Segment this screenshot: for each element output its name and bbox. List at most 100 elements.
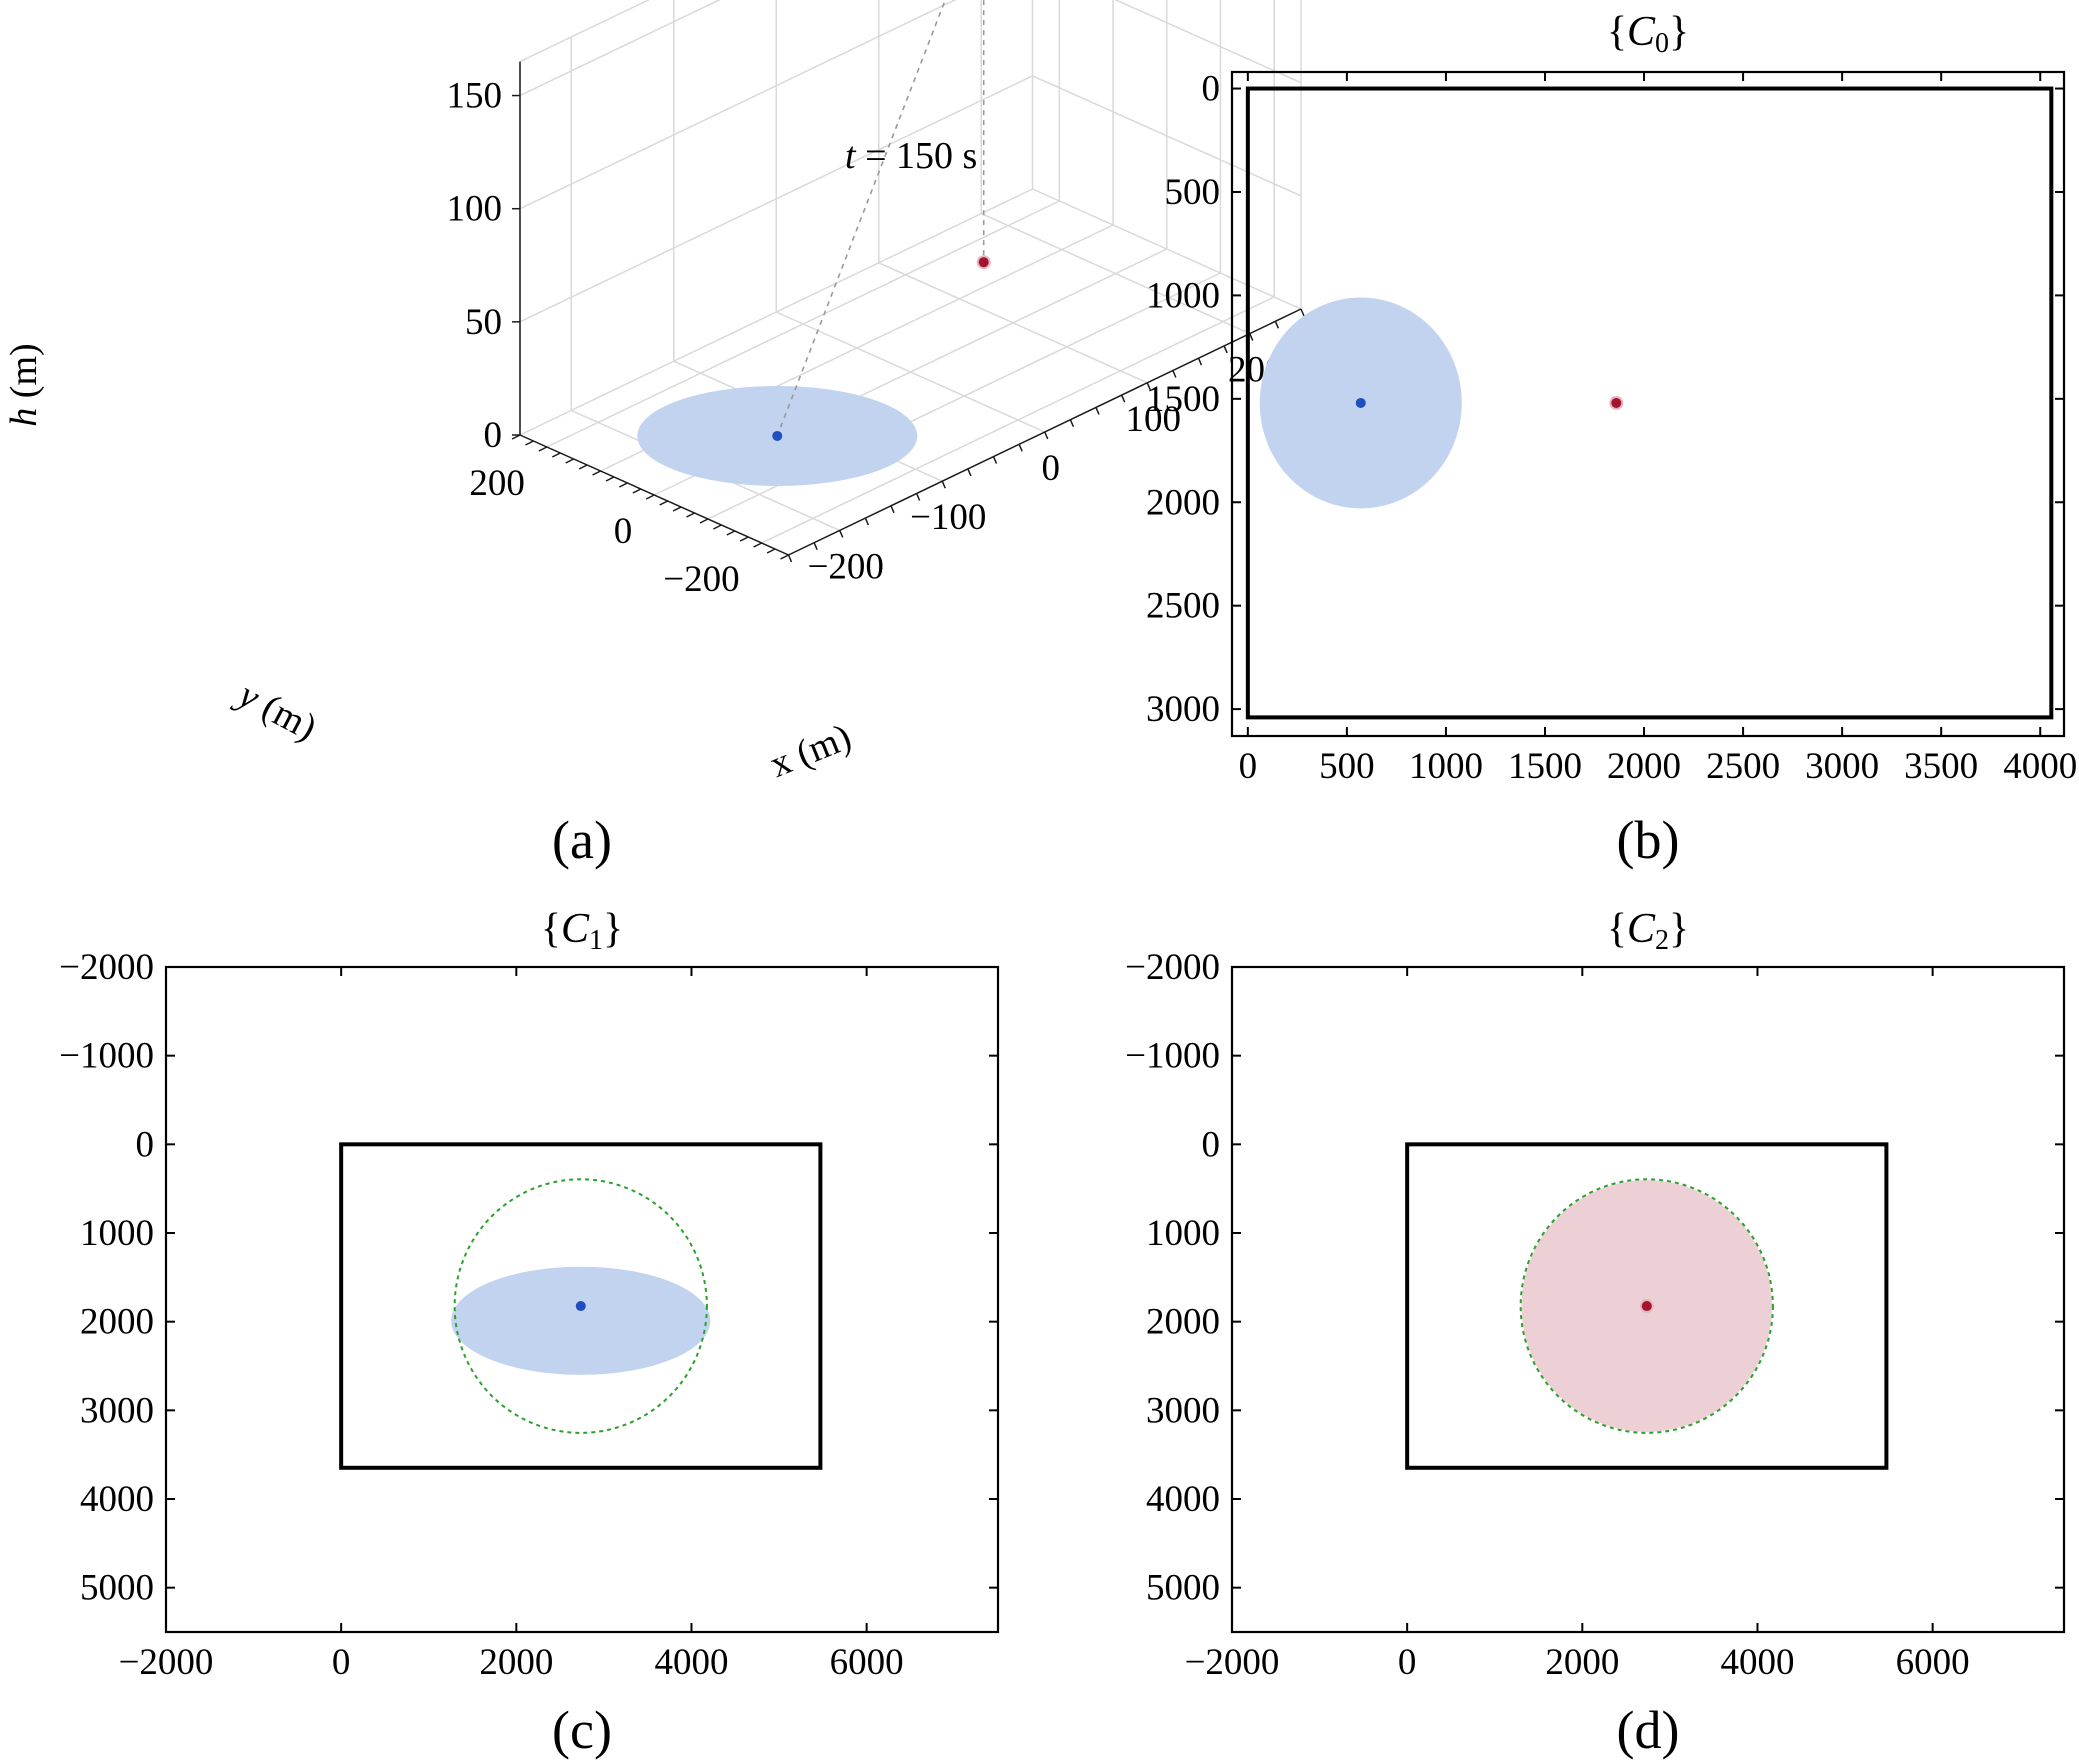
panel-a-y-minor-tick-50 — [619, 482, 628, 488]
panel-b-ytick-label-4: 2000 — [1146, 482, 1220, 523]
panel-b-ytick-label-3: 1500 — [1146, 379, 1220, 420]
panel-b-xtick-label-2: 1000 — [1409, 746, 1483, 787]
panel-a-y-minor-tick-150 — [565, 458, 575, 464]
panel-a-backwall-grid-z-1 — [519, 75, 1033, 323]
panel-d-xtick-label-3: 4000 — [1720, 1642, 1794, 1683]
panel-d-title: {C2} — [1607, 906, 1689, 956]
panel-a-y-minor-tick-125 — [578, 464, 588, 470]
panel-a-y-minor-tick--125 — [713, 524, 722, 530]
panel-a-z-axis-label: h (m) — [3, 343, 45, 426]
panel-d-ytick-label-3: 1000 — [1146, 1213, 1220, 1254]
panel-a-x-tick-label-2: 0 — [1042, 448, 1061, 489]
panel-b-plot: {C0} 0 500 1000 1500 2000 2500 3000 3500 4000 0 50… — [1146, 9, 2077, 870]
panel-a-y-minor-tick-25 — [632, 488, 642, 494]
panel-a-y-minor-tick--225 — [766, 548, 776, 554]
panel-a-x-minor-tick-25 — [1069, 419, 1075, 427]
panel-a-x-minor-tick--125 — [915, 493, 921, 501]
panel-d-xtick-label-0: −2000 — [1185, 1642, 1280, 1683]
panel-a-axes — [511, 61, 1305, 563]
panel-a-backwall-grid-z-2 — [519, 0, 957, 210]
panel-d-dashed-circle — [1519, 1178, 1774, 1434]
panel-a-y-minor-tick-75 — [605, 476, 615, 482]
panel-b-ytick-label-1: 500 — [1165, 172, 1221, 213]
panel-b-xtick-label-0: 0 — [1239, 746, 1258, 787]
panel-a-x-minor-tick-100 — [1146, 382, 1151, 391]
panel-c-ytick-label-3: 1000 — [80, 1213, 154, 1254]
panel-b-xtick-label-4: 2000 — [1607, 746, 1681, 787]
panel-d-plot: {C2} −2000 0 2000 4000 6000 −2000 −1000 0 1000 20… — [1125, 906, 2066, 1760]
panel-a-z-tick-label-1: 50 — [465, 302, 502, 343]
panel-a-x-minor-tick-175 — [1223, 345, 1228, 354]
panel-a-y-minor-tick-0 — [645, 494, 655, 500]
panel-d-caption: (d) — [1617, 1700, 1680, 1760]
panel-d-frame — [1230, 965, 2066, 1634]
panel-a-y-minor-tick-200 — [538, 446, 548, 452]
panel-a-floor-grid-y-4 — [546, 200, 1060, 448]
panel-a-x-minor-tick-150 — [1197, 357, 1203, 366]
panel-a-x-minor-tick--150 — [890, 505, 895, 514]
panel-a-x-minor-tick-125 — [1172, 370, 1177, 378]
panel-c-image-rectangle — [339, 1142, 823, 1470]
panel-c-ytick-label-4: 2000 — [80, 1302, 154, 1343]
panel-b-ytick-label-6: 3000 — [1146, 689, 1220, 730]
panel-c-frame — [164, 965, 1000, 1634]
panel-a-point-red — [978, 257, 989, 268]
panel-d-point-0 — [1641, 1301, 1652, 1312]
panel-c-ytick-label-2: 0 — [136, 1124, 155, 1165]
panel-a-x-minor-tick--175 — [864, 517, 870, 526]
panel-a-time-annotation: t = 150 s — [845, 135, 977, 177]
panel-d-ytick-label-4: 2000 — [1146, 1302, 1220, 1343]
panel-a-sidewall-grid-z-0 — [1032, 188, 1302, 310]
panel-a-floor-grid-y-0 — [761, 296, 1275, 544]
panel-c-axes: −2000 0 2000 4000 6000 −2000 −1000 0 1000 2000 300… — [59, 947, 1000, 1683]
panel-b-xtick-label-8: 4000 — [2003, 746, 2077, 787]
panel-c-xtick-label-1: 0 — [332, 1642, 351, 1683]
panel-a-sidewall-grid-z-2 — [1114, 0, 1302, 84]
panel-c-plot: {C1} −2000 0 2000 4000 6000 −2000 −1000 0 1000 20… — [59, 906, 1000, 1760]
panel-a-y-minor-tick--250 — [780, 554, 789, 560]
panel-b-ytick-label-0: 0 — [1202, 69, 1221, 110]
panel-c-ytick-label-5: 3000 — [80, 1390, 154, 1431]
panel-b-ytick-label-2: 1000 — [1146, 275, 1220, 316]
panel-d-ytick-label-6: 4000 — [1146, 1479, 1220, 1520]
panel-b-axes: 0 500 1000 1500 2000 2500 3000 3500 4000 0 500 1000… — [1146, 69, 2077, 787]
panel-a-marks — [637, 0, 991, 486]
panel-a-x-minor-tick-75 — [1120, 394, 1126, 403]
panel-a-y-tick-label-2: −200 — [663, 559, 739, 600]
panel-a-x-tick-label-1: −100 — [910, 497, 986, 538]
panel-a-y-minor-tick-225 — [525, 440, 534, 446]
panel-a-x-minor-tick--100 — [941, 480, 946, 489]
panel-a-gridlines — [519, 0, 1302, 544]
panel-d-xtick-label-2: 2000 — [1545, 1642, 1619, 1683]
panel-a-y-tick-label-1: 0 — [614, 511, 633, 552]
panel-a-y-tick-label-0: 200 — [469, 463, 525, 504]
panel-a-y-minor-tick--200 — [753, 542, 762, 548]
panel-a-box-edge-top-back — [519, 0, 651, 63]
panel-a-3d-view: 0 50 100 150 2000 −200 −200 −100 0 100 200 t = 150… — [3, 0, 1305, 870]
panel-c-xtick-label-3: 4000 — [654, 1642, 728, 1683]
panel-a-backwall-grid-z-3 — [519, 0, 721, 97]
panel-a-x-minor-tick-0 — [1044, 431, 1049, 440]
panel-a-x-minor-tick-225 — [1274, 321, 1280, 329]
panel-c-ytick-label-6: 4000 — [80, 1479, 154, 1520]
panel-b-image-rectangle — [1245, 86, 2054, 720]
panel-d-ytick-label-0: −2000 — [1125, 947, 1220, 988]
panel-c-ytick-label-0: −2000 — [59, 947, 154, 988]
panel-a-y-minor-tick--25 — [659, 500, 669, 506]
panel-a-x-minor-tick--225 — [813, 542, 818, 550]
panel-d-xtick-label-1: 0 — [1398, 1642, 1417, 1683]
panel-d-ytick-label-5: 3000 — [1146, 1390, 1220, 1431]
panel-d-ytick-label-7: 5000 — [1146, 1568, 1220, 1609]
panel-a-x-minor-tick--25 — [1018, 444, 1023, 452]
panel-c-xtick-label-4: 6000 — [830, 1642, 904, 1683]
panel-c-xtick-label-0: −2000 — [119, 1642, 214, 1683]
panel-a-z-tick-label-3: 150 — [447, 76, 503, 117]
panel-a-sidewall-grid-z-1 — [1032, 75, 1302, 197]
panel-a-y-minor-tick--175 — [739, 536, 749, 542]
panel-b-point-1 — [1611, 397, 1622, 408]
panel-a-y-axis-label: y (m) — [228, 672, 323, 749]
panel-b-caption: (b) — [1617, 810, 1680, 870]
panel-a-x-minor-tick--75 — [967, 468, 972, 477]
panel-a-x-minor-tick--250 — [787, 554, 793, 563]
panel-a-x-minor-tick--200 — [839, 530, 844, 538]
